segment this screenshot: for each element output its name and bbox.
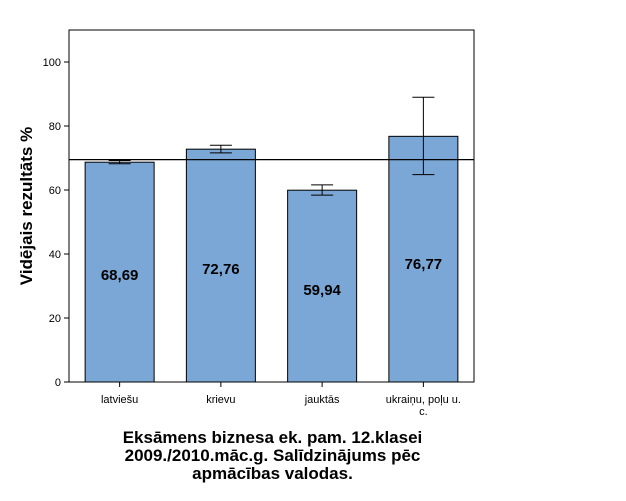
- chart-caption: Eksāmens biznesa ek. pam. 12.klasei 2009…: [70, 429, 475, 483]
- y-tick-label: 20: [49, 313, 61, 325]
- y-tick-label: 40: [49, 249, 61, 261]
- bar: [287, 189, 358, 383]
- y-tick-label: 0: [55, 377, 61, 389]
- bar: [185, 148, 256, 383]
- x-tick-label: krievu: [206, 394, 235, 406]
- x-tick-label: latviešu: [101, 394, 138, 406]
- data-label: 72,76: [202, 261, 240, 278]
- caption-line-3: apmācības valodas.: [192, 464, 353, 483]
- caption-line-1: Eksāmens biznesa ek. pam. 12.klasei: [122, 428, 423, 447]
- plot-frame: [68, 29, 475, 383]
- data-label: 59,94: [303, 282, 341, 299]
- y-tick-label: 100: [43, 57, 61, 69]
- y-tick-label: 60: [49, 185, 61, 197]
- x-tick-label: c.: [419, 406, 428, 418]
- x-tick-label: jauktās: [304, 394, 340, 406]
- data-label: 68,69: [101, 267, 139, 284]
- x-tick-label: ukraiņu, poļu u.: [386, 394, 461, 406]
- y-tick-label: 80: [49, 121, 61, 133]
- y-axis-label: Vidējais rezultāts %: [17, 127, 36, 285]
- caption-line-2: 2009./2010.māc.g. Salīdzinājums pēc: [124, 446, 421, 465]
- data-label: 76,77: [405, 256, 443, 273]
